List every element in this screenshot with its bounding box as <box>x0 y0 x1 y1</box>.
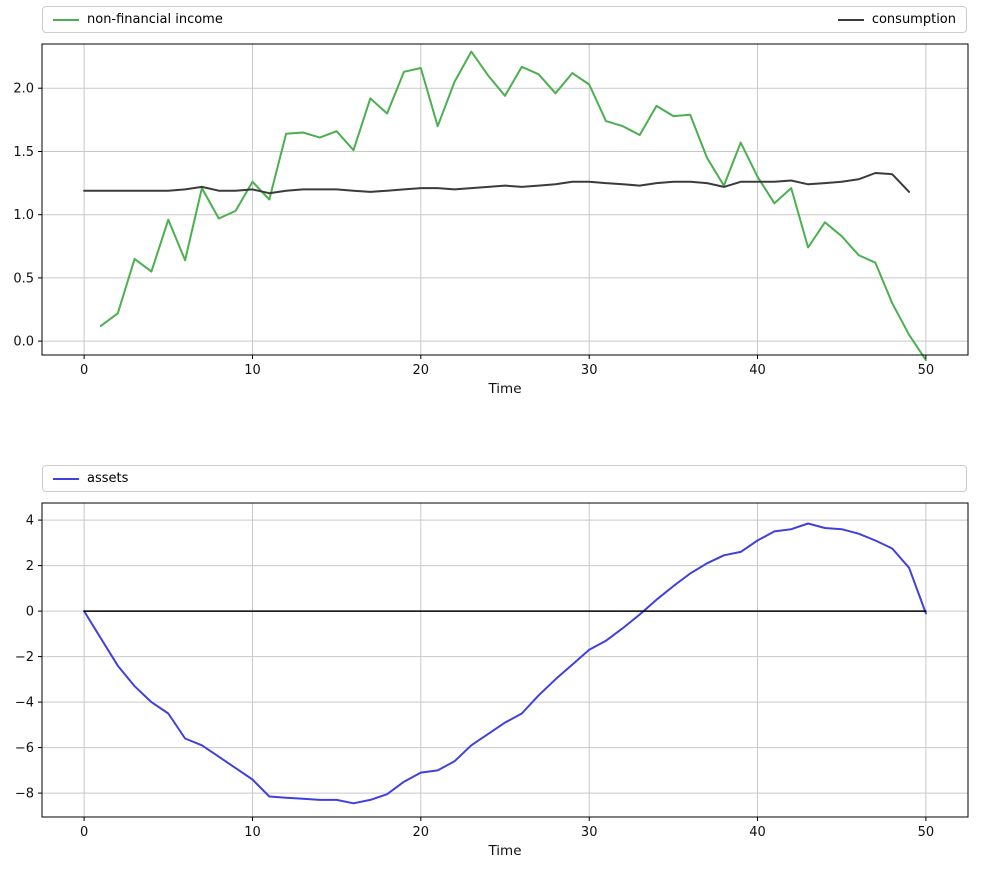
svg-text:30: 30 <box>581 825 598 840</box>
svg-text:0: 0 <box>26 605 34 620</box>
svg-text:40: 40 <box>749 363 766 378</box>
svg-text:20: 20 <box>413 825 430 840</box>
assets-chart: 0 10 20 30 40 50 −8 −6 −4 −2 0 2 4 Time <box>15 502 969 859</box>
svg-text:−2: −2 <box>15 650 34 665</box>
svg-text:1.5: 1.5 <box>13 145 34 160</box>
svg-text:1.0: 1.0 <box>13 208 34 223</box>
svg-text:0: 0 <box>80 825 88 840</box>
svg-text:50: 50 <box>918 363 935 378</box>
svg-text:10: 10 <box>244 363 261 378</box>
assets-line-swatch-icon <box>53 477 79 480</box>
svg-text:0: 0 <box>80 363 88 378</box>
svg-text:−4: −4 <box>15 696 34 711</box>
svg-text:50: 50 <box>918 825 935 840</box>
legend-item-consumption: consumption <box>837 12 956 27</box>
legend-item-non-financial-income: non-financial income <box>53 12 223 27</box>
svg-text:0.0: 0.0 <box>13 335 34 350</box>
svg-text:Time: Time <box>487 843 521 859</box>
svg-text:4: 4 <box>26 514 34 529</box>
legend-item-assets: assets <box>53 471 128 486</box>
svg-text:−6: −6 <box>15 741 34 756</box>
svg-text:30: 30 <box>581 363 598 378</box>
svg-text:0.5: 0.5 <box>13 271 34 286</box>
income-consumption-chart: 0 10 20 30 40 50 0.0 0.5 1.0 1.5 2.0 Time <box>13 43 969 397</box>
svg-text:−8: −8 <box>15 787 34 802</box>
svg-text:10: 10 <box>244 825 261 840</box>
assets-legend-label: assets <box>87 471 129 486</box>
svg-text:Time: Time <box>487 381 521 397</box>
svg-text:2.0: 2.0 <box>13 82 34 97</box>
income-legend-label: non-financial income <box>87 12 223 27</box>
svg-text:20: 20 <box>413 363 430 378</box>
consumption-line-swatch-icon <box>837 18 864 21</box>
svg-text:40: 40 <box>749 825 766 840</box>
income-line-swatch-icon <box>53 18 79 21</box>
svg-text:2: 2 <box>26 559 34 574</box>
top-legend: non-financial income consumption <box>42 6 967 33</box>
bottom-legend: assets <box>42 465 967 492</box>
consumption-legend-label: consumption <box>871 12 956 27</box>
